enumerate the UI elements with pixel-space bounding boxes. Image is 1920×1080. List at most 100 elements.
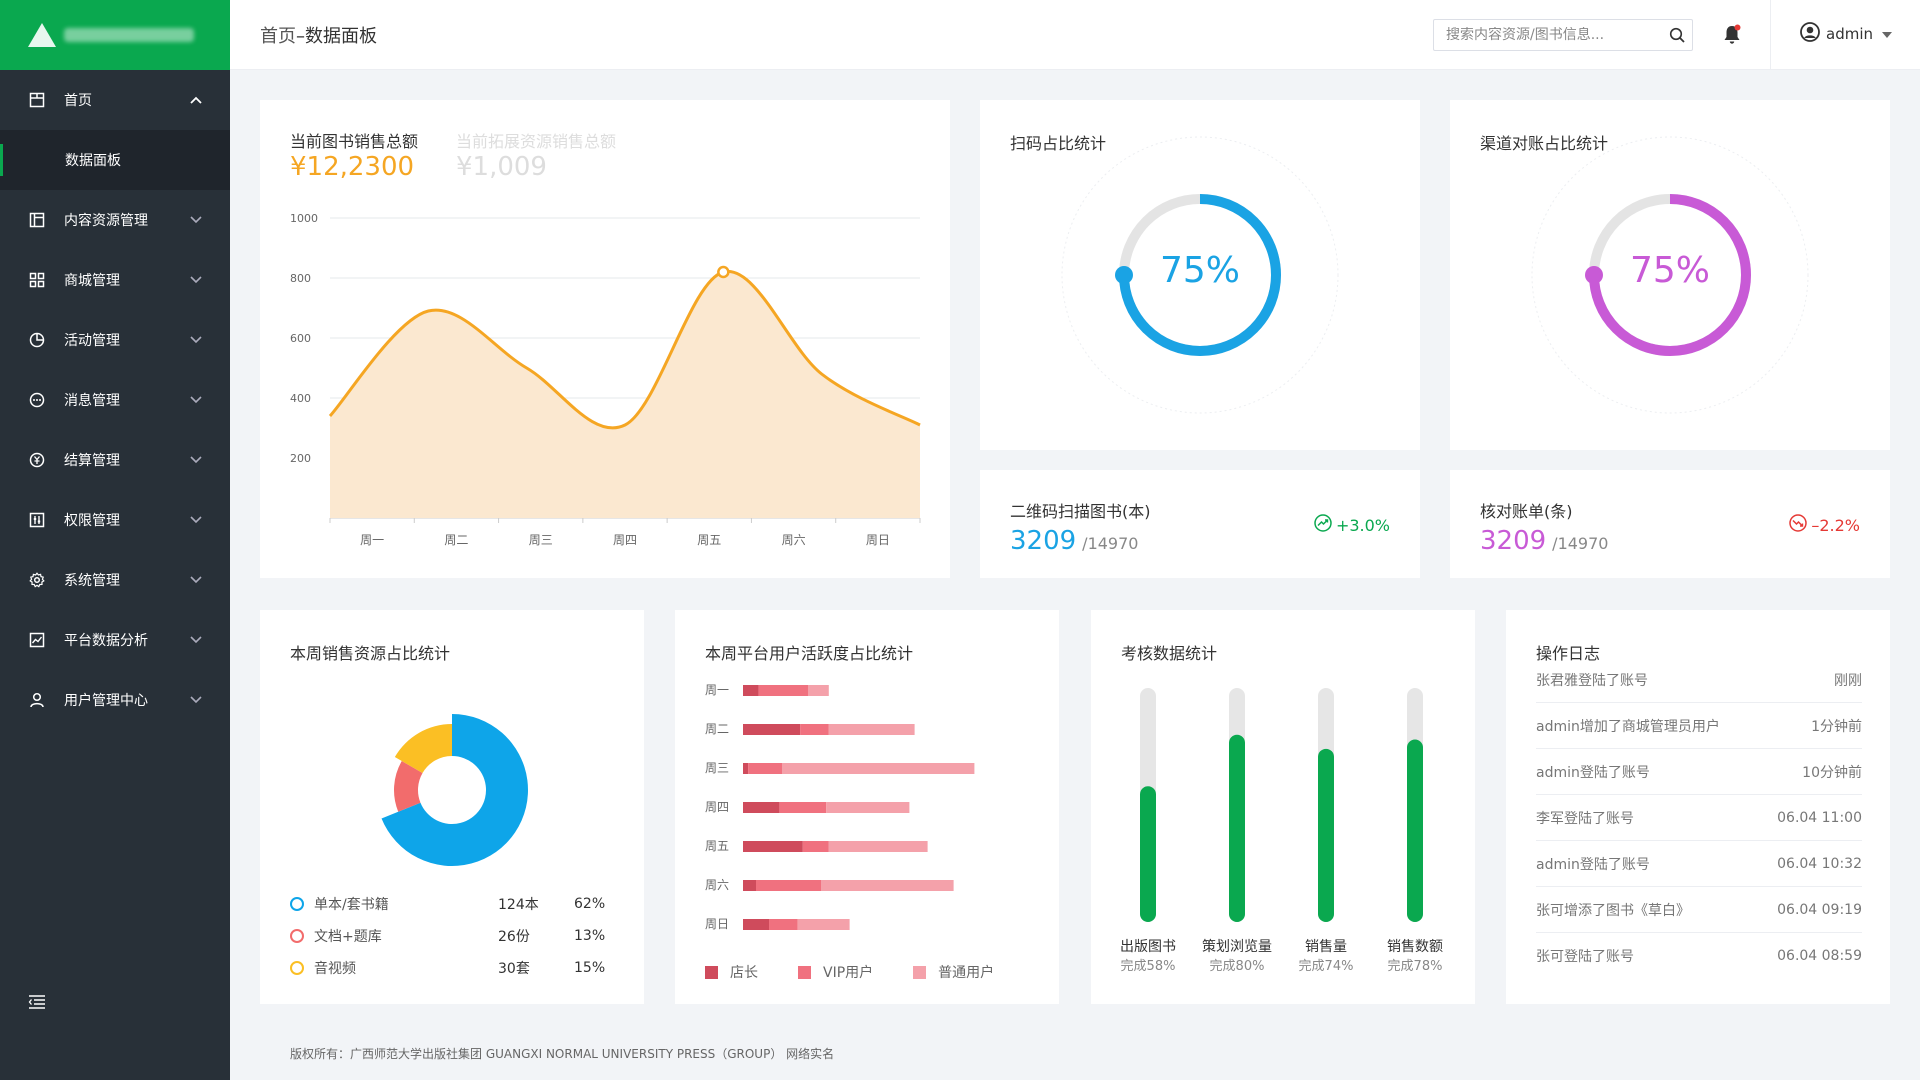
search-icon[interactable]	[1662, 27, 1692, 43]
sidebar-item-content[interactable]: 内容资源管理	[0, 190, 230, 250]
breadcrumb: 首页–数据面板	[260, 22, 377, 48]
grid-icon	[28, 271, 46, 289]
collapse-menu-icon[interactable]	[28, 994, 48, 1014]
gear-icon	[28, 571, 46, 589]
notification-bell-icon[interactable]	[1722, 24, 1742, 46]
logo-mark	[28, 23, 56, 47]
bar-segment	[743, 685, 759, 696]
legend-dot	[290, 961, 304, 975]
stat-total: /14970	[1082, 534, 1139, 553]
logo[interactable]	[0, 0, 230, 70]
x-tick-label: 周四	[613, 533, 637, 547]
chevron-down-icon	[190, 454, 202, 466]
progress-fill	[1318, 748, 1334, 922]
log-item: admin登陆了账号 06.04 10:32	[1536, 841, 1862, 887]
card-title: 本周销售资源占比统计	[290, 644, 451, 663]
legend-percent: 62%	[574, 896, 606, 912]
pie-slice	[381, 714, 528, 866]
legend-dot	[290, 929, 304, 943]
sales-area-chart: 200 400 600 800 1000 周一 周二 周三 周四 周五 周六 周日	[290, 212, 921, 547]
resource-share-card: 本周销售资源占比统计 单本/套书籍 124本 62% 文档+题库 26份 13%…	[260, 610, 644, 1004]
log-item: 张君雅登陆了账号 刚刚	[1536, 657, 1862, 703]
bar-segment	[743, 724, 801, 735]
legend-item: VIP用户	[798, 962, 873, 982]
progress-completion: 完成80%	[1210, 959, 1265, 974]
area-fill	[330, 271, 920, 518]
sidebar-item-permission[interactable]: 权限管理	[0, 490, 230, 550]
pie-slice	[394, 724, 452, 773]
sidebar-item-label: 权限管理	[64, 513, 120, 529]
currency-icon	[28, 451, 46, 469]
stat-value-group: 3209/14970	[1010, 526, 1138, 556]
card-title: 本周平台用户活跃度占比统计	[705, 644, 914, 663]
gauge-outer-ring	[1061, 136, 1339, 414]
bar-segment	[828, 724, 915, 735]
legend-row: 文档+题库 26份 13%	[290, 926, 610, 946]
log-time: 06.04 10:32	[1777, 855, 1862, 872]
legend-item: 普通用户	[913, 962, 994, 982]
legend-swatch	[913, 965, 927, 979]
progress-label: 策划浏览量	[1202, 938, 1272, 955]
channel-gauge	[1531, 136, 1809, 414]
sidebar-item-settlement[interactable]: 结算管理	[0, 430, 230, 490]
x-tick-label: 周日	[866, 533, 890, 547]
sidebar-item-home[interactable]: 首页	[0, 70, 230, 130]
pie-slice	[394, 761, 423, 812]
sidebar-item-message[interactable]: 消息管理	[0, 370, 230, 430]
stat-total: /14970	[1552, 534, 1609, 553]
card-title: 考核数据统计	[1121, 644, 1218, 663]
legend-percent: 13%	[574, 928, 606, 944]
search-box	[1433, 19, 1693, 51]
bar-segment	[743, 841, 803, 852]
legend-name: 文档+题库	[314, 929, 382, 945]
chevron-down-icon	[190, 514, 202, 526]
log-item: 李军登陆了账号 06.04 11:00	[1536, 795, 1862, 841]
user-menu[interactable]: admin	[1800, 22, 1893, 46]
series-line	[328, 270, 921, 430]
tab-book-sales[interactable]: 当前图书销售总额	[290, 132, 419, 151]
breadcrumb-home[interactable]: 首页	[260, 25, 296, 47]
legend-dot	[290, 897, 304, 911]
legend-label: 普通用户	[938, 965, 995, 981]
sidebar-item-mall[interactable]: 商城管理	[0, 250, 230, 310]
sidebar: 首页 数据面板 内容资源管理 商城管理 活动管理 消息管理	[0, 0, 230, 1080]
log-item: 张可增添了图书《草白》 06.04 09:19	[1536, 887, 1862, 933]
chevron-down-icon	[190, 274, 202, 286]
layout-icon	[28, 91, 46, 109]
sidebar-item-label: 首页	[64, 93, 92, 109]
key-icon	[28, 511, 46, 529]
message-icon	[28, 391, 46, 409]
top-header: 首页–数据面板 admin	[230, 0, 1920, 70]
sales-card: 当前图书销售总额 当前拓展资源销售总额 ¥12,2300 ¥1,009 200 4…	[260, 100, 950, 578]
sidebar-subitem-dashboard[interactable]: 数据面板	[0, 130, 230, 190]
sidebar-item-analytics[interactable]: 平台数据分析	[0, 610, 230, 670]
stat-value: 3209	[1480, 526, 1547, 556]
progress-label: 出版图书	[1120, 939, 1176, 955]
peak-point	[717, 265, 730, 279]
sidebar-item-users[interactable]: 用户管理中心	[0, 670, 230, 730]
assessment-card: 考核数据统计 出版图书 完成58% 策划浏览量 完成80% 销售量 完成74% 销售数额 完成…	[1091, 610, 1475, 1004]
resource-pie-chart	[381, 714, 528, 866]
scan-percent: 75%	[1159, 250, 1240, 291]
card-title: 操作日志	[1536, 644, 1601, 663]
progress-fill	[1140, 786, 1156, 922]
bar-segment	[828, 841, 928, 852]
x-tick-label: 周六	[782, 533, 806, 547]
legend-swatch	[798, 965, 811, 979]
progress-completion: 完成74%	[1299, 959, 1354, 974]
bar-segment	[800, 724, 829, 735]
x-tick-label: 周一	[360, 533, 384, 547]
sidebar-item-activity[interactable]: 活动管理	[0, 310, 230, 370]
y-category-label: 周三	[705, 761, 729, 775]
search-input[interactable]	[1446, 27, 1662, 43]
scan-ratio-card: 扫码占比统计 75%	[980, 100, 1420, 450]
progress-fill	[1407, 739, 1423, 922]
user-avatar-icon	[1800, 22, 1820, 46]
x-tick-label: 周五	[697, 533, 721, 547]
tab-extension-sales[interactable]: 当前拓展资源销售总额	[456, 132, 617, 151]
trend-up: +3.0%	[1314, 514, 1390, 536]
sidebar-item-system[interactable]: 系统管理	[0, 550, 230, 610]
bar-segment	[769, 919, 798, 930]
legend-label: VIP用户	[823, 965, 874, 981]
